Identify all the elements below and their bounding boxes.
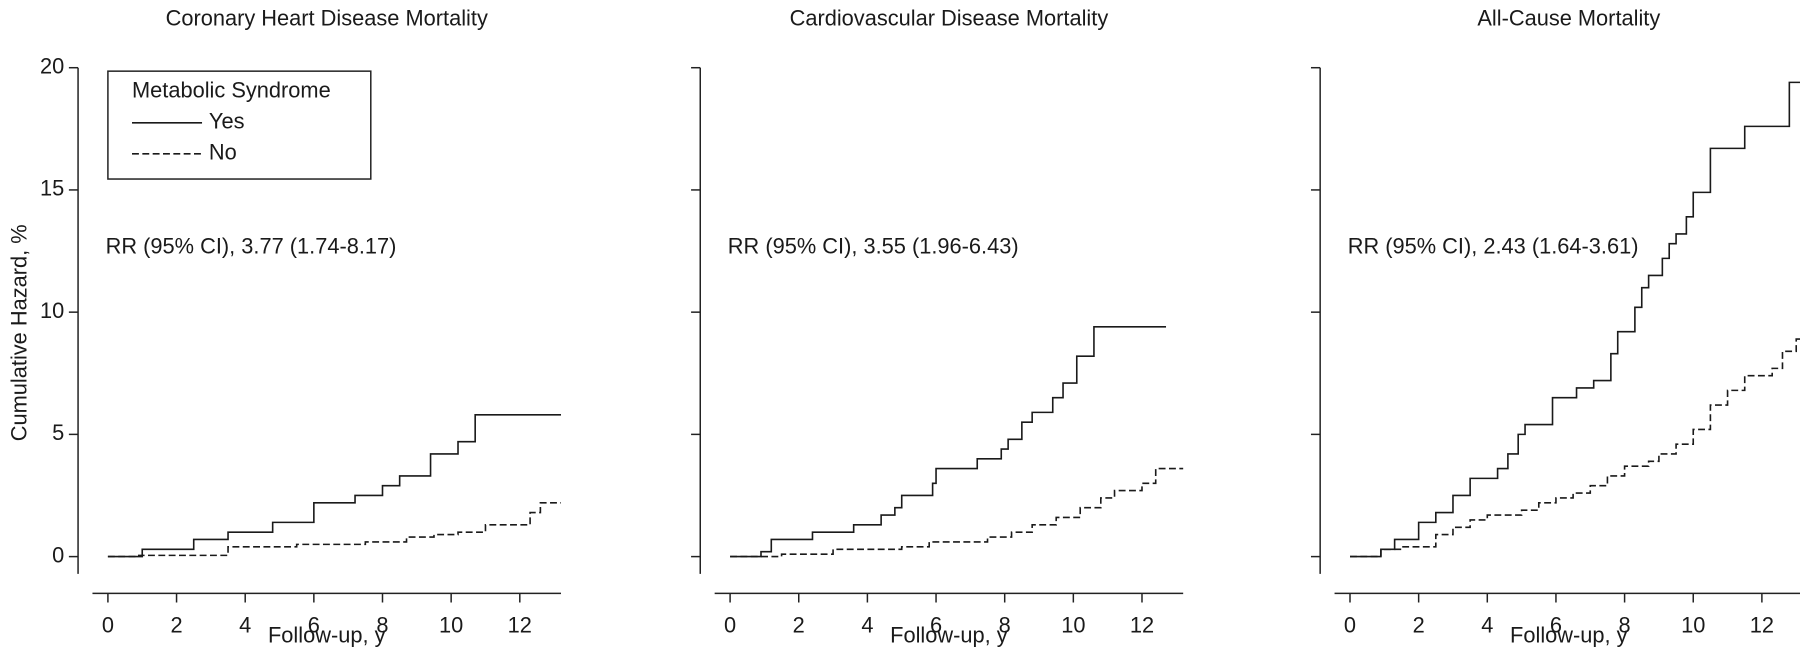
x-tick-label: 10	[1681, 612, 1705, 637]
annotation: RR (95% CI), 3.77 (1.74-8.17)	[106, 234, 397, 259]
x-tick-label: 10	[1061, 612, 1085, 637]
legend-label: Yes	[209, 109, 245, 134]
series-line	[730, 326, 1167, 558]
series-line	[107, 414, 561, 558]
x-tick-label: 0	[1344, 612, 1356, 637]
annotation: RR (95% CI), 2.43 (1.64-3.61)	[1348, 234, 1639, 259]
x-tick-label: 0	[102, 612, 114, 637]
x-axis-label: Follow-up, y	[890, 623, 1008, 648]
x-tick-label: 12	[1750, 612, 1774, 637]
x-tick-label: 2	[1413, 612, 1425, 637]
x-tick-label: 6	[1550, 612, 1562, 637]
panel-title: Cardiovascular Disease Mortality	[790, 5, 1109, 30]
series-line	[1350, 338, 1800, 558]
series-line	[107, 502, 561, 558]
legend-box	[107, 70, 372, 180]
x-tick-label: 0	[724, 612, 736, 637]
x-tick-label: 10	[439, 612, 463, 637]
legend-label: No	[209, 140, 237, 165]
x-axis-label: Follow-up, y	[268, 623, 386, 648]
y-axis-label: Cumulative Hazard, %	[6, 224, 31, 441]
y-tick-label: 0	[52, 542, 64, 567]
annotation: RR (95% CI), 3.55 (1.96-6.43)	[728, 234, 1019, 259]
x-tick-label: 4	[1481, 612, 1493, 637]
x-tick-label: 12	[508, 612, 532, 637]
panel-title: Coronary Heart Disease Mortality	[166, 5, 488, 30]
y-tick-label: 5	[52, 420, 64, 445]
x-tick-label: 6	[308, 612, 320, 637]
x-tick-label: 6	[930, 612, 942, 637]
series-line	[1350, 81, 1800, 558]
x-axis-label: Follow-up, y	[1510, 623, 1628, 648]
x-tick-label: 8	[376, 612, 388, 637]
y-tick-label: 15	[40, 176, 64, 201]
x-tick-label: 8	[999, 612, 1011, 637]
x-tick-label: 8	[1619, 612, 1631, 637]
series-line	[730, 467, 1184, 558]
panel-title: All-Cause Mortality	[1477, 5, 1660, 30]
x-tick-label: 12	[1130, 612, 1154, 637]
x-tick-label: 2	[793, 612, 805, 637]
legend-title: Metabolic Syndrome	[132, 78, 331, 103]
x-tick-label: 4	[239, 612, 251, 637]
y-tick-label: 20	[40, 53, 64, 78]
y-tick-label: 10	[40, 298, 64, 323]
x-tick-label: 4	[861, 612, 873, 637]
x-tick-label: 2	[170, 612, 182, 637]
